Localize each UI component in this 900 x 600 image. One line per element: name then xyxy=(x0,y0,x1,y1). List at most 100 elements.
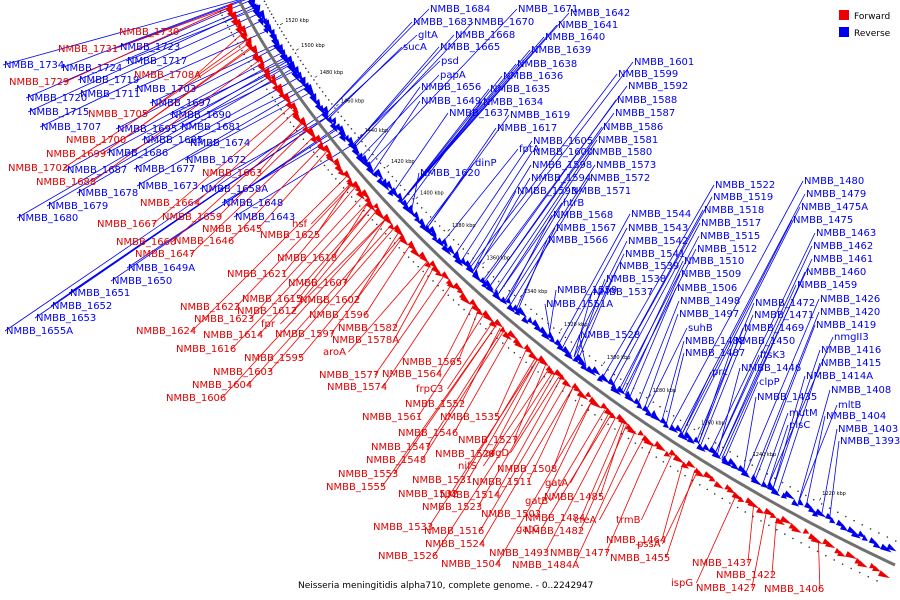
reverse-gene-label: NMBB_1639 xyxy=(531,45,591,56)
reverse-gene-connector xyxy=(467,164,532,268)
feature-dot xyxy=(752,515,754,518)
feature-dot xyxy=(781,481,784,484)
reverse-gene-label: NMBB_1551A xyxy=(546,299,613,310)
gene-features xyxy=(219,0,897,582)
forward-gene-connector xyxy=(480,386,574,545)
tick-mark xyxy=(295,48,299,51)
reverse-gene-label: NMBB_1642 xyxy=(570,8,630,19)
feature-dot xyxy=(607,369,609,371)
forward-gene-arrow xyxy=(791,525,802,533)
feature-dot xyxy=(784,533,786,535)
feature-dot xyxy=(363,209,365,212)
feature-dot xyxy=(600,418,603,421)
reverse-gene-arrow xyxy=(564,350,574,361)
feature-dot xyxy=(403,189,406,191)
reverse-gene-connector xyxy=(16,60,289,219)
forward-gene-label: NMBB_1548 xyxy=(366,455,426,466)
forward-gene-connector xyxy=(641,454,672,521)
forward-gene-label: NMBB_1699 xyxy=(46,149,106,160)
reverse-gene-connector xyxy=(76,67,294,194)
reverse-gene-label: NMBB_1685 xyxy=(143,135,203,146)
reverse-gene-connector xyxy=(618,235,700,391)
reverse-gene-label: NMBB_1677 xyxy=(135,164,195,175)
forward-gene-connector xyxy=(599,436,645,521)
feature-dot xyxy=(429,216,432,218)
feature-dot xyxy=(310,75,312,77)
feature-dot xyxy=(700,433,703,435)
forward-gene-connector xyxy=(490,360,541,455)
reverse-gene-label: NMBB_1711 xyxy=(80,89,140,100)
forward-gene-label: argD xyxy=(485,448,509,459)
feature-dot xyxy=(307,71,310,73)
forward-gene-label: NMBB_1660 xyxy=(116,237,176,248)
reverse-gene-label: NMBB_1673 xyxy=(138,181,198,192)
feature-dot xyxy=(519,299,521,301)
feature-dot xyxy=(508,289,511,292)
tick-mark xyxy=(648,394,652,398)
feature-dot xyxy=(268,10,271,12)
reverse-gene-connector xyxy=(620,260,684,392)
reverse-gene-arrow xyxy=(431,234,438,242)
reverse-gene-arrow xyxy=(465,264,475,275)
reverse-gene-arrow xyxy=(624,392,636,404)
reverse-gene-label: NMBB_1648 xyxy=(223,198,283,209)
reverse-gene-connector xyxy=(716,367,741,456)
forward-gene-connector xyxy=(393,264,431,329)
reverse-gene-connector xyxy=(461,151,533,262)
feature-dot xyxy=(474,318,476,320)
feature-dot xyxy=(496,337,498,340)
feature-dot xyxy=(292,48,294,51)
feature-dot xyxy=(437,284,439,287)
feature-dot xyxy=(297,56,299,58)
feature-dot xyxy=(263,0,266,3)
reverse-gene-connector xyxy=(34,115,329,319)
reverse-gene-connector xyxy=(762,412,789,484)
forward-gene-arrow xyxy=(356,190,365,200)
reverse-gene-connector xyxy=(772,349,821,489)
forward-gene-label: fpr xyxy=(261,319,276,330)
reverse-gene-label: NMBB_1471 xyxy=(754,310,814,321)
reverse-gene-label: NMBB_1599 xyxy=(618,69,678,80)
reverse-gene-label: NMBB_1723 xyxy=(120,42,180,53)
forward-gene-label: NMBB_1564 xyxy=(382,369,442,380)
forward-gene-label: NMBB_1607 xyxy=(288,278,348,289)
feature-dot xyxy=(361,140,363,143)
feature-dot xyxy=(389,237,391,240)
forward-gene-connector xyxy=(282,186,357,275)
forward-gene-connector xyxy=(751,512,767,589)
feature-dot xyxy=(324,95,327,97)
feature-dot xyxy=(323,164,326,167)
forward-gene-arrow xyxy=(383,215,393,226)
forward-gene-label: NMBB_1524 xyxy=(425,539,485,550)
reverse-gene-arrow xyxy=(384,180,394,191)
reverse-gene-label: psd xyxy=(441,56,459,67)
forward-gene-connector xyxy=(447,321,494,390)
feature-dot xyxy=(420,207,423,209)
feature-dot xyxy=(434,220,436,223)
feature-dot xyxy=(676,470,679,472)
feature-dot xyxy=(357,136,360,139)
forward-gene-label: NMBB_1493 xyxy=(489,548,549,559)
forward-gene-connector xyxy=(747,505,754,564)
reverse-gene-label: NMBB_1653 xyxy=(36,313,96,324)
feature-dot xyxy=(744,511,747,513)
feature-dot xyxy=(335,178,337,180)
feature-dot xyxy=(535,313,538,315)
reverse-gene-connector xyxy=(27,6,257,113)
reverse-gene-connector xyxy=(752,311,820,478)
reverse-gene-arrow xyxy=(829,517,836,524)
feature-dot xyxy=(468,313,471,316)
reverse-gene-label: NMBB_1446 xyxy=(741,363,801,374)
reverse-gene-label: prc xyxy=(712,367,728,378)
reverse-gene-label: NMBB_1683 xyxy=(413,17,473,28)
reverse-gene-arrow xyxy=(291,70,300,83)
forward-gene-connector xyxy=(364,244,411,316)
forward-gene-arrow xyxy=(573,385,582,393)
forward-gene-connector xyxy=(599,423,625,498)
forward-gene-arrow xyxy=(317,143,326,152)
feature-dot xyxy=(299,134,301,136)
feature-dot xyxy=(531,366,533,368)
reverse-gene-arrow xyxy=(516,307,528,318)
reverse-gene-label: clpP xyxy=(759,377,780,388)
tick-label: 1340 kbp xyxy=(524,289,548,295)
